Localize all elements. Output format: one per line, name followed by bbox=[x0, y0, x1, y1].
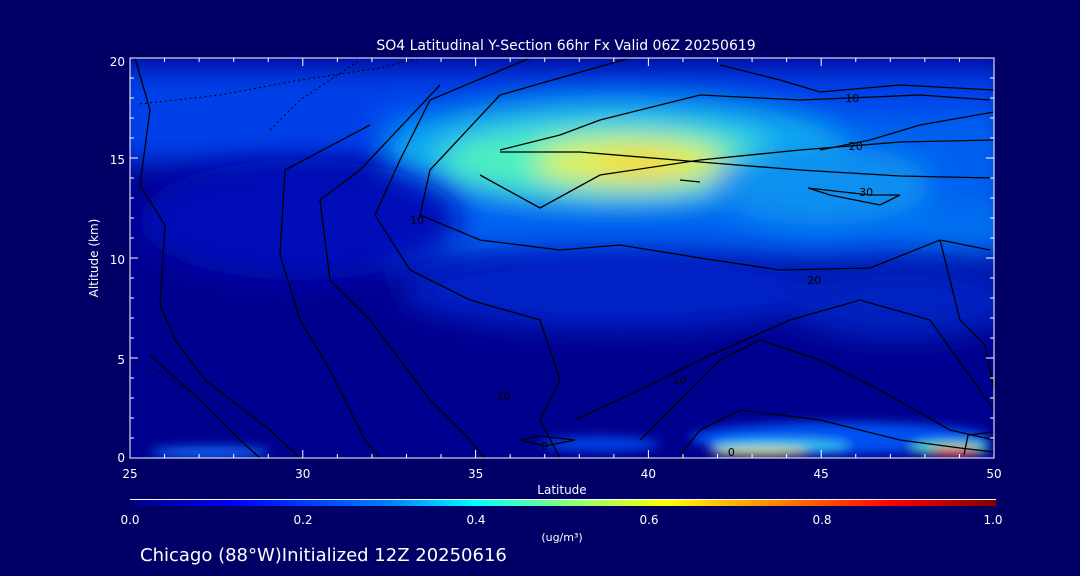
colorbar bbox=[130, 499, 996, 506]
y-tick-label: 10 bbox=[110, 253, 125, 267]
mid-level-patches bbox=[140, 160, 994, 340]
contour-label: 0 bbox=[541, 440, 548, 453]
x-tick-labels: 25 30 35 40 45 50 bbox=[122, 467, 1001, 481]
contour-label: 0 bbox=[728, 446, 735, 459]
y-tick-label: 0 bbox=[117, 451, 125, 465]
upper-layer-band bbox=[130, 66, 994, 262]
contour-labels: 10 20 30 20 10 10 10 0 0 bbox=[410, 92, 873, 459]
dotted-contours bbox=[139, 58, 421, 396]
x-tick-label: 45 bbox=[814, 467, 829, 481]
y-tick-label: 20 bbox=[110, 55, 125, 69]
y-axis-label: Altitude (km) bbox=[87, 219, 101, 298]
colorbar-tick-label: 0.6 bbox=[639, 513, 658, 527]
contour-label: 30 bbox=[859, 186, 873, 199]
x-tick-label: 30 bbox=[295, 467, 310, 481]
colorbar-unit: (ug/m³) bbox=[541, 531, 582, 544]
contour-label: 10 bbox=[410, 214, 424, 227]
y-tick-label: 5 bbox=[117, 353, 125, 367]
x-axis-label: Latitude bbox=[537, 483, 586, 497]
x-tick-label: 35 bbox=[468, 467, 483, 481]
colorbar-tick-labels: 0.0 0.2 0.4 0.6 0.8 1.0 bbox=[120, 513, 1002, 527]
colorbar-tick-label: 0.2 bbox=[293, 513, 312, 527]
x-tick-label: 25 bbox=[122, 467, 137, 481]
y-tick-label: 15 bbox=[110, 153, 125, 167]
contour-label: 20 bbox=[849, 140, 863, 153]
chart-title: SO4 Latitudinal Y-Section 66hr Fx Valid … bbox=[376, 38, 755, 54]
footer-location-text: Chicago (88°W)Initialized 12Z 20250616 bbox=[140, 545, 507, 566]
x-tick-label: 40 bbox=[641, 467, 656, 481]
contour-label: 20 bbox=[807, 274, 821, 287]
contour-label: 10 bbox=[673, 374, 687, 387]
colorbar-tick-label: 1.0 bbox=[983, 513, 1002, 527]
colorbar-tick-label: 0.8 bbox=[812, 513, 831, 527]
axis-ticks bbox=[129, 57, 995, 459]
y-tick-labels: 0 5 10 15 20 bbox=[110, 55, 125, 465]
colorbar-tick-label: 0.0 bbox=[120, 513, 139, 527]
concentration-field bbox=[130, 58, 994, 458]
colorbar-tick-label: 0.4 bbox=[466, 513, 485, 527]
x-tick-label: 50 bbox=[986, 467, 1001, 481]
contour-label: 10 bbox=[496, 390, 510, 403]
contour-label: 10 bbox=[845, 92, 859, 105]
contour-lines bbox=[134, 58, 994, 458]
